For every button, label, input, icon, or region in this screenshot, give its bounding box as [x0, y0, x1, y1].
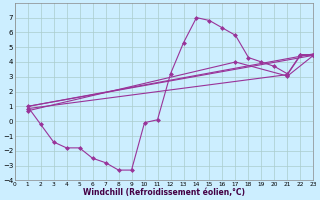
X-axis label: Windchill (Refroidissement éolien,°C): Windchill (Refroidissement éolien,°C): [83, 188, 245, 197]
